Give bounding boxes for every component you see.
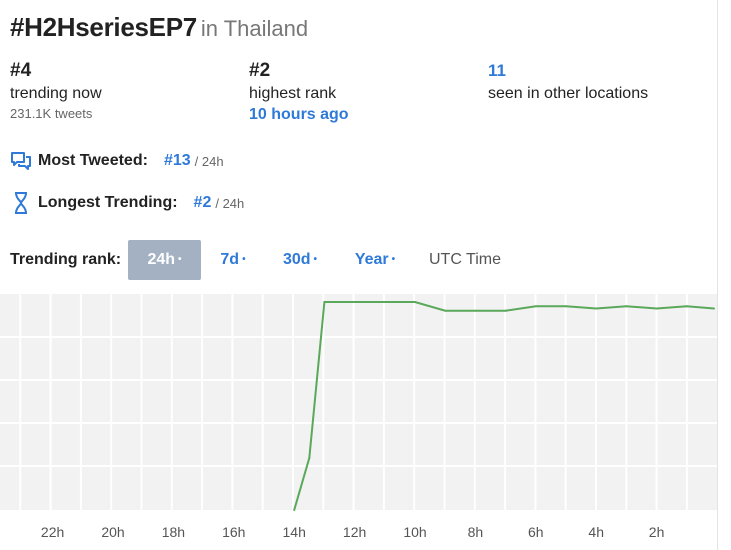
tab-30d-label: 30d xyxy=(282,251,311,269)
x-tick-label: 4h xyxy=(588,524,604,540)
location-label: in Thailand xyxy=(200,16,309,41)
tab-year-label: Year xyxy=(354,251,389,269)
x-tick-label: 22h xyxy=(41,524,64,540)
rank-data-point xyxy=(504,309,507,312)
tab-year-dot: • xyxy=(391,254,396,265)
highest-rank-time: 10 hours ago xyxy=(249,106,349,123)
timezone-toggle[interactable]: UTC Time xyxy=(429,251,501,268)
rank-data-point xyxy=(414,301,416,303)
rank-data-point xyxy=(474,309,477,312)
tab-7d[interactable]: 7d • xyxy=(208,240,258,280)
current-rank-value: #4 xyxy=(10,60,32,81)
x-tick-label: 14h xyxy=(283,524,306,540)
rank-data-point xyxy=(534,305,537,308)
other-locations-stat[interactable]: 11 seen in other locations xyxy=(488,60,648,105)
rank-data-point xyxy=(625,305,628,308)
highest-rank-value: #2 xyxy=(249,60,271,81)
longest-trending-row: Longest Trending: #2 / 24h xyxy=(10,192,244,214)
x-tick-label: 18h xyxy=(162,524,185,540)
rank-data-point xyxy=(565,305,567,308)
tab-24h-label: 24h xyxy=(147,251,176,269)
plot-background xyxy=(0,294,717,510)
chat-bubbles-icon xyxy=(10,150,32,172)
trending-rank-label: Trending rank: xyxy=(10,251,122,268)
x-tick-label: 20h xyxy=(101,524,124,540)
tab-24h-dot: • xyxy=(178,254,182,265)
x-tick-label: 16h xyxy=(222,524,245,540)
hourglass-icon xyxy=(10,192,32,214)
current-rank-stat: #4 trending now 231.1K tweets xyxy=(10,60,102,121)
panel-gutter xyxy=(718,0,731,550)
longest-trending-period: / 24h xyxy=(215,195,245,211)
rank-data-point xyxy=(685,305,688,308)
x-tick-label: 12h xyxy=(343,524,366,540)
x-tick-label: 10h xyxy=(403,524,426,540)
rank-series-line xyxy=(293,301,715,511)
x-axis-ticks: 22h 20h 18h 16h 14h 12h 10h 8h 6h 4h 2h xyxy=(41,524,664,540)
tab-year[interactable]: Year • xyxy=(343,240,407,280)
rank-series-points xyxy=(293,301,715,511)
rank-data-point xyxy=(293,509,296,511)
other-locations-label: seen in other locations xyxy=(488,85,649,102)
tweet-count: 231.1K tweets xyxy=(10,106,93,121)
x-tick-label: 6h xyxy=(528,524,544,540)
tab-30d[interactable]: 30d • xyxy=(270,240,330,280)
hashtag-title: #H2HseriesEP7 xyxy=(10,12,197,42)
rank-data-point xyxy=(323,301,326,303)
current-rank-label: trending now xyxy=(10,85,102,102)
tab-7d-label: 7d xyxy=(220,251,240,269)
rank-data-point xyxy=(713,307,715,310)
x-tick-label: 8h xyxy=(468,524,484,540)
most-tweeted-row: Most Tweeted: #13 / 24h xyxy=(10,150,224,172)
longest-trending-rank[interactable]: #2 xyxy=(193,194,212,211)
rank-data-point xyxy=(308,457,311,459)
trending-rank-chart: 22h 20h 18h 16h 14h 12h 10h 8h 6h 4h 2h xyxy=(0,294,717,540)
tab-7d-dot: • xyxy=(242,254,246,265)
page-title: #H2HseriesEP7 in Thailand xyxy=(10,12,308,43)
rank-data-point xyxy=(383,301,386,303)
rank-data-point xyxy=(353,301,356,303)
highest-rank-label: highest rank xyxy=(249,85,337,102)
chart-grid xyxy=(0,294,717,510)
longest-trending-label: Longest Trending: xyxy=(38,194,178,211)
other-locations-count[interactable]: 11 xyxy=(488,61,506,80)
rank-data-point xyxy=(595,307,598,310)
rank-data-point xyxy=(655,307,658,310)
x-tick-label: 2h xyxy=(649,524,665,540)
most-tweeted-label: Most Tweeted: xyxy=(38,152,148,169)
highest-rank-stat: #2 highest rank 10 hours ago xyxy=(249,60,349,125)
tab-24h[interactable]: 24h • xyxy=(128,240,201,280)
panel-border xyxy=(717,0,718,550)
rank-data-point xyxy=(444,309,447,312)
most-tweeted-rank[interactable]: #13 xyxy=(163,152,191,169)
most-tweeted-period: / 24h xyxy=(194,153,224,169)
tab-30d-dot: • xyxy=(313,254,318,265)
